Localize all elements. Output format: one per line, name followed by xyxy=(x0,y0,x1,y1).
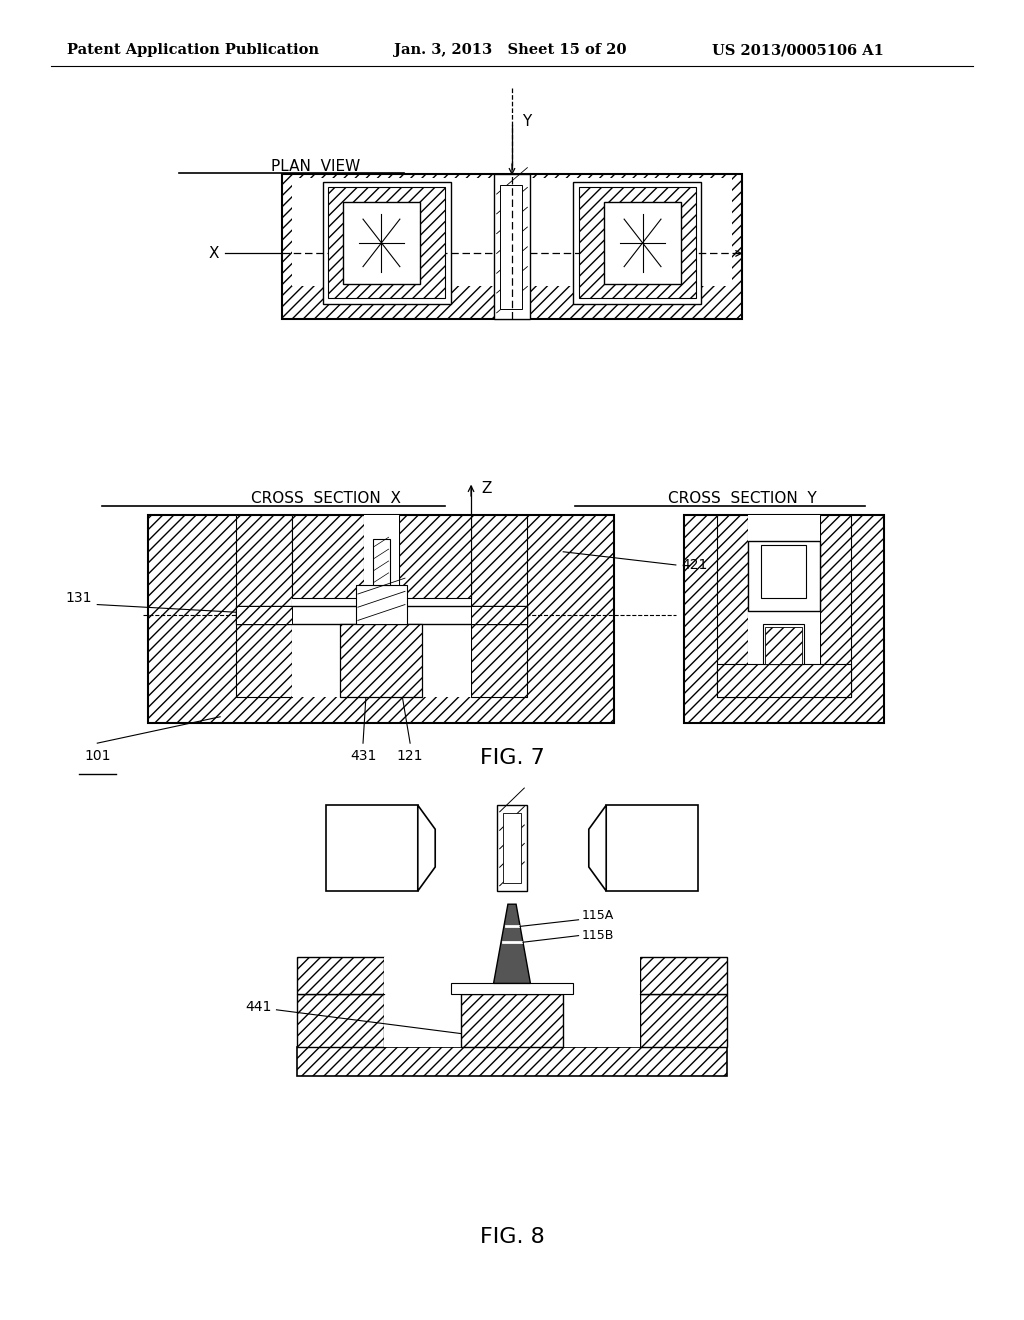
Bar xyxy=(604,202,681,284)
Bar xyxy=(820,515,851,697)
Polygon shape xyxy=(589,805,606,891)
Bar xyxy=(640,994,727,1047)
Text: 115B: 115B xyxy=(582,929,614,942)
Bar xyxy=(292,515,471,697)
Bar xyxy=(292,515,364,598)
Text: Patent Application Publication: Patent Application Publication xyxy=(67,44,318,57)
Bar xyxy=(373,539,389,585)
Bar xyxy=(236,515,527,697)
Bar xyxy=(399,515,471,598)
Bar xyxy=(297,957,384,994)
Bar xyxy=(236,515,292,697)
Text: 431: 431 xyxy=(350,750,376,763)
Bar xyxy=(500,185,522,309)
Bar xyxy=(471,606,527,624)
Text: 421: 421 xyxy=(681,558,708,572)
Text: Z: Z xyxy=(481,480,492,496)
Bar xyxy=(717,515,851,697)
Bar xyxy=(451,983,573,994)
Bar xyxy=(762,545,807,598)
Bar xyxy=(503,813,521,883)
Bar xyxy=(640,957,727,994)
Bar xyxy=(328,187,445,298)
Bar xyxy=(606,805,698,891)
Text: 121: 121 xyxy=(397,750,423,763)
Text: CROSS  SECTION  X: CROSS SECTION X xyxy=(251,491,400,507)
Bar xyxy=(356,585,407,624)
Bar xyxy=(573,182,701,304)
Text: PLAN  VIEW: PLAN VIEW xyxy=(271,158,360,174)
Bar xyxy=(717,664,851,697)
Bar xyxy=(471,515,527,697)
Text: FIG. 8: FIG. 8 xyxy=(479,1226,545,1247)
Bar xyxy=(282,174,742,319)
Text: 115A: 115A xyxy=(582,909,613,923)
Text: Jan. 3, 2013   Sheet 15 of 20: Jan. 3, 2013 Sheet 15 of 20 xyxy=(394,44,627,57)
Bar xyxy=(326,805,418,891)
Bar xyxy=(236,606,292,624)
Bar xyxy=(766,627,803,664)
Bar xyxy=(364,515,399,598)
Polygon shape xyxy=(418,805,435,891)
Bar xyxy=(748,541,820,611)
Bar xyxy=(497,805,527,891)
Text: US 2013/0005106 A1: US 2013/0005106 A1 xyxy=(712,44,884,57)
Bar xyxy=(343,202,420,284)
Bar xyxy=(461,994,563,1047)
Polygon shape xyxy=(494,904,530,983)
Bar xyxy=(297,1047,727,1076)
Bar xyxy=(748,515,820,697)
Bar xyxy=(148,515,614,723)
Text: Y: Y xyxy=(522,114,531,129)
Text: 101: 101 xyxy=(84,750,111,763)
Bar xyxy=(323,182,451,304)
Text: 441: 441 xyxy=(245,1001,271,1014)
Bar xyxy=(236,606,527,624)
Text: FIG. 7: FIG. 7 xyxy=(479,747,545,768)
Bar xyxy=(340,624,423,697)
Bar xyxy=(579,187,696,298)
Bar xyxy=(717,515,748,697)
Text: 131: 131 xyxy=(66,591,92,605)
Bar xyxy=(494,174,530,319)
Text: X: X xyxy=(209,246,219,261)
Bar xyxy=(297,994,384,1047)
Bar xyxy=(764,624,805,664)
Bar xyxy=(684,515,884,723)
Bar xyxy=(384,957,640,994)
Bar xyxy=(292,178,732,286)
Bar xyxy=(384,994,640,1047)
Text: CROSS  SECTION  Y: CROSS SECTION Y xyxy=(668,491,816,507)
